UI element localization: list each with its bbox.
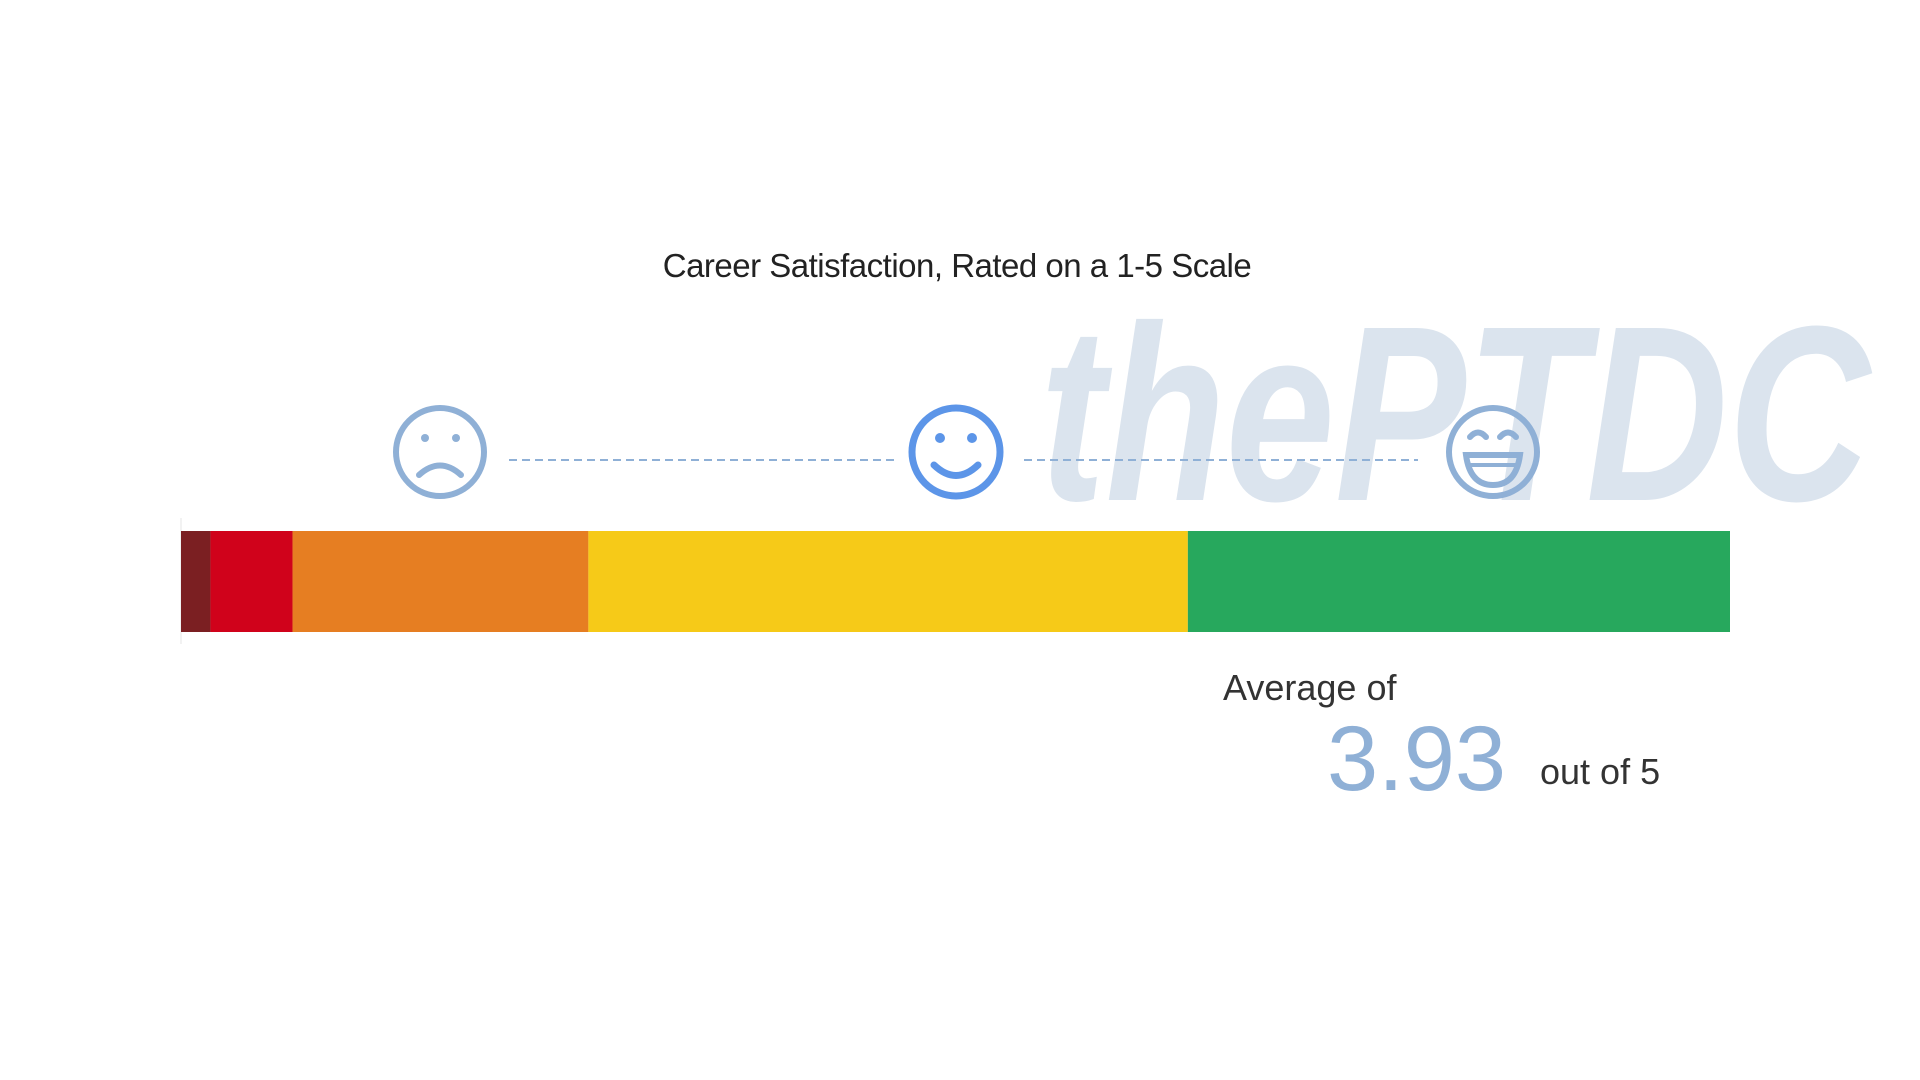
average-value: 3.93 <box>1327 708 1506 810</box>
bar-segment <box>1187 531 1730 632</box>
chart-title: Career Satisfaction, Rated on a 1-5 Scal… <box>663 247 1252 284</box>
happy-face <box>1446 405 1540 499</box>
average-label: Average of <box>1223 667 1397 708</box>
neutral-face <box>908 404 1004 500</box>
sad-face <box>393 405 487 499</box>
bar-segment <box>181 531 211 632</box>
bar-group <box>181 531 1730 632</box>
bar-segment <box>588 531 1188 632</box>
bar-segment <box>210 531 293 632</box>
watermark: thePTDC <box>1040 274 1873 553</box>
average-suffix: out of 5 <box>1540 751 1660 792</box>
bar-segment <box>292 531 589 632</box>
